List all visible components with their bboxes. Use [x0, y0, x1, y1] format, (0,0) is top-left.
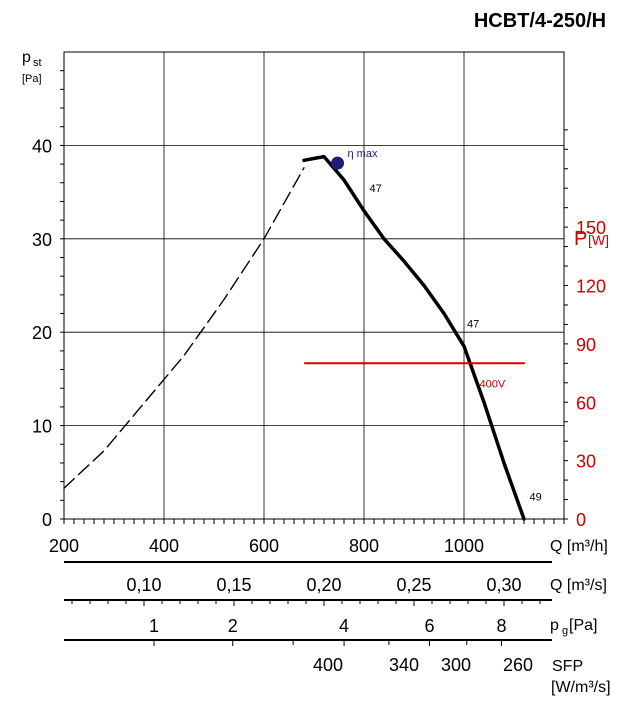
right-axis-ticks: 0 30 60 90 120 150 [576, 218, 606, 530]
y-left-unit: [Pa] [22, 73, 42, 85]
x-tick-label-pg: 2 [228, 616, 238, 636]
x-axis-label-pg-main: p [550, 617, 559, 634]
y-left-tick-label: 10 [32, 417, 52, 437]
chart-title: HCBT/4-250/H [474, 10, 606, 32]
y-left-tick-label: 0 [42, 510, 52, 530]
y-right-unit: [W] [588, 232, 609, 248]
y-right-symbol: P [574, 228, 587, 250]
x-tick-label-qm3h: 400 [149, 536, 179, 556]
x-axis-label-sfp: SFP [552, 658, 583, 675]
x-tick-label-pg: 6 [424, 616, 434, 636]
y-right-tick-label: 60 [576, 393, 596, 413]
x-tick-label-qm3s: 0,25 [396, 575, 431, 595]
x-tick-label-qm3h: 600 [249, 536, 279, 556]
y-right-tick-label: 120 [576, 277, 606, 297]
grid [64, 52, 564, 519]
y-left-tick-label: 30 [32, 230, 52, 250]
x-axis-ticks: 200 400 600 800 1000 0,10 0,15 0,20 0,25 0,30 1 2 4 6… [49, 536, 541, 675]
x-tick-label-sfp: 400 [313, 655, 343, 675]
annotations: η max 47 47 49 400V [331, 148, 542, 503]
eta-max-point [331, 156, 344, 170]
minor-ticks [60, 70, 568, 524]
y-right-tick-label: 90 [576, 335, 596, 355]
plot-frame [63, 51, 565, 520]
x-tick-label-qm3s: 0,10 [126, 575, 161, 595]
series-line-pressure-solid [302, 154, 526, 521]
x-axis-label-qm3s: Q [m³/s] [550, 577, 607, 594]
eta-max-label: η max [348, 148, 378, 160]
series-line-pressure-dashed [63, 167, 305, 489]
x-tick-label-sfp: 260 [503, 655, 533, 675]
x-tick-label-pg: 1 [149, 616, 159, 636]
y-left-tick-label: 40 [32, 136, 52, 156]
x-tick-label-qm3h: 200 [49, 536, 79, 556]
x-tick-label-qm3h: 800 [349, 536, 379, 556]
x-axis-label-sfp-unit: [W/m³/s] [551, 679, 611, 696]
annotation-label: 47 [467, 319, 479, 331]
annotation-label: 49 [530, 491, 542, 503]
annotation-label: 400V [480, 378, 506, 390]
left-axis-ticks: 0 10 20 30 40 [32, 136, 52, 530]
x-tick-label-pg: 8 [496, 616, 506, 636]
x-tick-label-sfp: 340 [389, 655, 419, 675]
y-right-tick-label: 0 [576, 510, 586, 530]
x-tick-label-qm3h: 1000 [444, 536, 484, 556]
x-axis-label-pg-unit: [Pa] [569, 617, 597, 634]
x-tick-label-qm3s: 0,20 [306, 575, 341, 595]
x-tick-label-sfp: 300 [441, 655, 471, 675]
x-tick-label-pg: 4 [339, 616, 349, 636]
x-axis-label-qm3h: Q [m³/h] [550, 538, 608, 555]
x-axis-label-pg-sub: g [562, 625, 568, 637]
series-group [63, 154, 526, 521]
y-left-tick-label: 20 [32, 323, 52, 343]
annotation-label: 47 [370, 183, 382, 195]
x-tick-label-qm3s: 0,15 [216, 575, 251, 595]
y-right-tick-label: 30 [576, 452, 596, 472]
y-right-tick-label: 150 [576, 218, 606, 238]
x-tick-label-qm3s: 0,30 [486, 575, 521, 595]
y-left-subscript: st [33, 57, 42, 69]
y-left-symbol: p [22, 49, 31, 66]
